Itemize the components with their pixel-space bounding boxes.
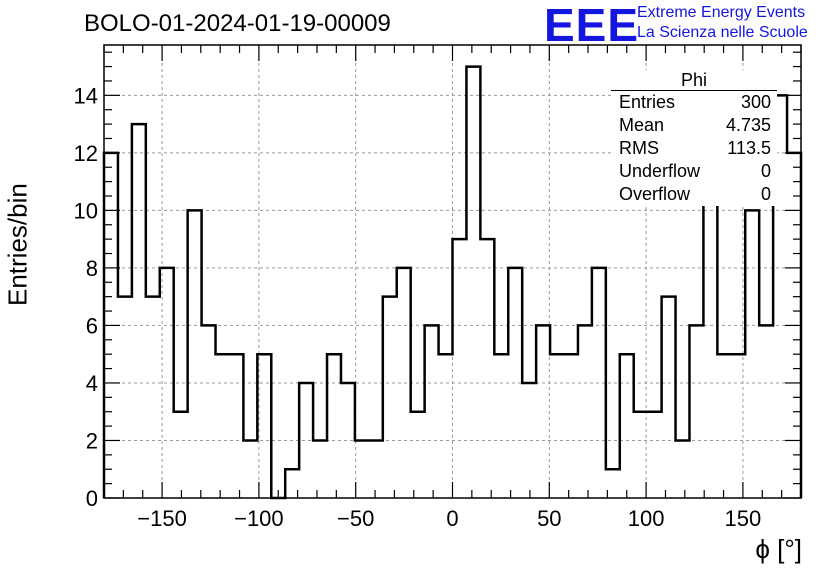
stats-label: Underflow	[619, 161, 701, 181]
histogram-bin	[717, 354, 731, 498]
histogram-bin	[759, 325, 773, 498]
histogram-bin	[453, 239, 467, 498]
histogram-bin	[703, 182, 717, 498]
stats-name: Phi	[611, 70, 777, 91]
histogram-bin	[355, 440, 369, 498]
histogram-bin	[564, 354, 578, 498]
histogram-bin	[257, 354, 271, 498]
chart-title: BOLO-01-2024-01-19-00009	[84, 10, 391, 37]
y-tick-label: 4	[86, 371, 98, 396]
stats-value: 300	[740, 92, 771, 112]
histogram-bin	[313, 440, 327, 498]
stats-row-mean: Mean 4.735	[611, 114, 777, 137]
x-axis-label: ϕ [°]	[755, 534, 802, 564]
stats-box: Phi Entries 300 Mean 4.735 RMS 113.5 Und…	[611, 70, 777, 206]
histogram-bin	[202, 325, 216, 498]
histogram-bin	[676, 440, 690, 498]
histogram-bin	[118, 297, 132, 498]
histogram-bin	[327, 354, 341, 498]
histogram-bin	[411, 412, 425, 498]
histogram-bin	[132, 124, 146, 498]
x-tick-label: 0	[446, 506, 458, 531]
histogram-bin	[731, 354, 745, 498]
y-tick-label: 0	[86, 486, 98, 511]
eee-logo: EEE	[544, 0, 640, 51]
histogram-bin	[188, 210, 202, 498]
histogram-bin	[620, 354, 634, 498]
stats-value: 0	[760, 184, 771, 204]
histogram-bin	[592, 268, 606, 498]
stats-value: 0	[760, 161, 771, 181]
stats-label: RMS	[619, 138, 659, 158]
histogram-bin	[341, 383, 355, 498]
histogram-bin	[466, 67, 480, 498]
stats-value: 4.735	[725, 115, 771, 135]
histogram-bin	[550, 354, 564, 498]
y-tick-label: 14	[74, 83, 98, 108]
histogram-bin	[536, 325, 550, 498]
histogram-bin	[745, 210, 759, 498]
stats-label: Entries	[619, 92, 676, 112]
x-tick-label: 50	[537, 506, 561, 531]
histogram-bin	[578, 325, 592, 498]
histogram-bin	[439, 354, 453, 498]
histogram-bin	[383, 297, 397, 498]
histogram-bin	[369, 440, 383, 498]
axis-ticks	[103, 45, 802, 499]
y-tick-label: 6	[86, 313, 98, 338]
histogram-bin	[508, 268, 522, 498]
x-tick-label: 150	[725, 506, 762, 531]
stats-row-underflow: Underflow 0	[611, 160, 777, 183]
y-tick-label: 2	[86, 428, 98, 453]
stats-row-rms: RMS 113.5	[611, 137, 777, 160]
tick-labels: −150 −100 −50 0 50 100 150 0 2 4 6 8 10 12 14	[74, 83, 762, 531]
histogram-bin	[689, 325, 703, 498]
histogram-bin	[216, 354, 230, 498]
y-tick-label: 8	[86, 256, 98, 281]
stats-label: Overflow	[619, 184, 691, 204]
histogram-bin	[146, 297, 160, 498]
histogram-bin	[299, 383, 313, 498]
histogram-bin	[480, 239, 494, 498]
x-tick-label: −100	[234, 506, 284, 531]
histogram-bin	[243, 440, 257, 498]
histogram-bin	[425, 325, 439, 498]
y-tick-label: 10	[74, 198, 98, 223]
y-axis-label: Entries/bin	[2, 183, 33, 306]
logo-line-1: Extreme Energy Events	[637, 4, 806, 21]
stats-row-overflow: Overflow 0	[611, 183, 777, 206]
histogram-bin	[648, 412, 662, 498]
stats-value: 113.5	[727, 138, 771, 158]
histogram-outline	[102, 65, 803, 500]
x-tick-label: −50	[337, 506, 374, 531]
histogram-bin	[494, 354, 508, 498]
histogram-bin	[174, 412, 188, 498]
histogram-bin	[397, 268, 411, 498]
logo-line-2: La Scienza nelle Scuole	[637, 24, 808, 41]
histogram-bin	[522, 383, 536, 498]
x-tick-label: −150	[137, 506, 187, 531]
stats-label: Mean	[619, 115, 665, 135]
y-tick-label: 12	[74, 141, 98, 166]
histogram-bin	[160, 268, 174, 498]
histogram-bin	[662, 297, 676, 498]
x-tick-label: 100	[628, 506, 665, 531]
histogram-bin	[229, 354, 243, 498]
stats-row-entries: Entries 300	[611, 91, 777, 114]
